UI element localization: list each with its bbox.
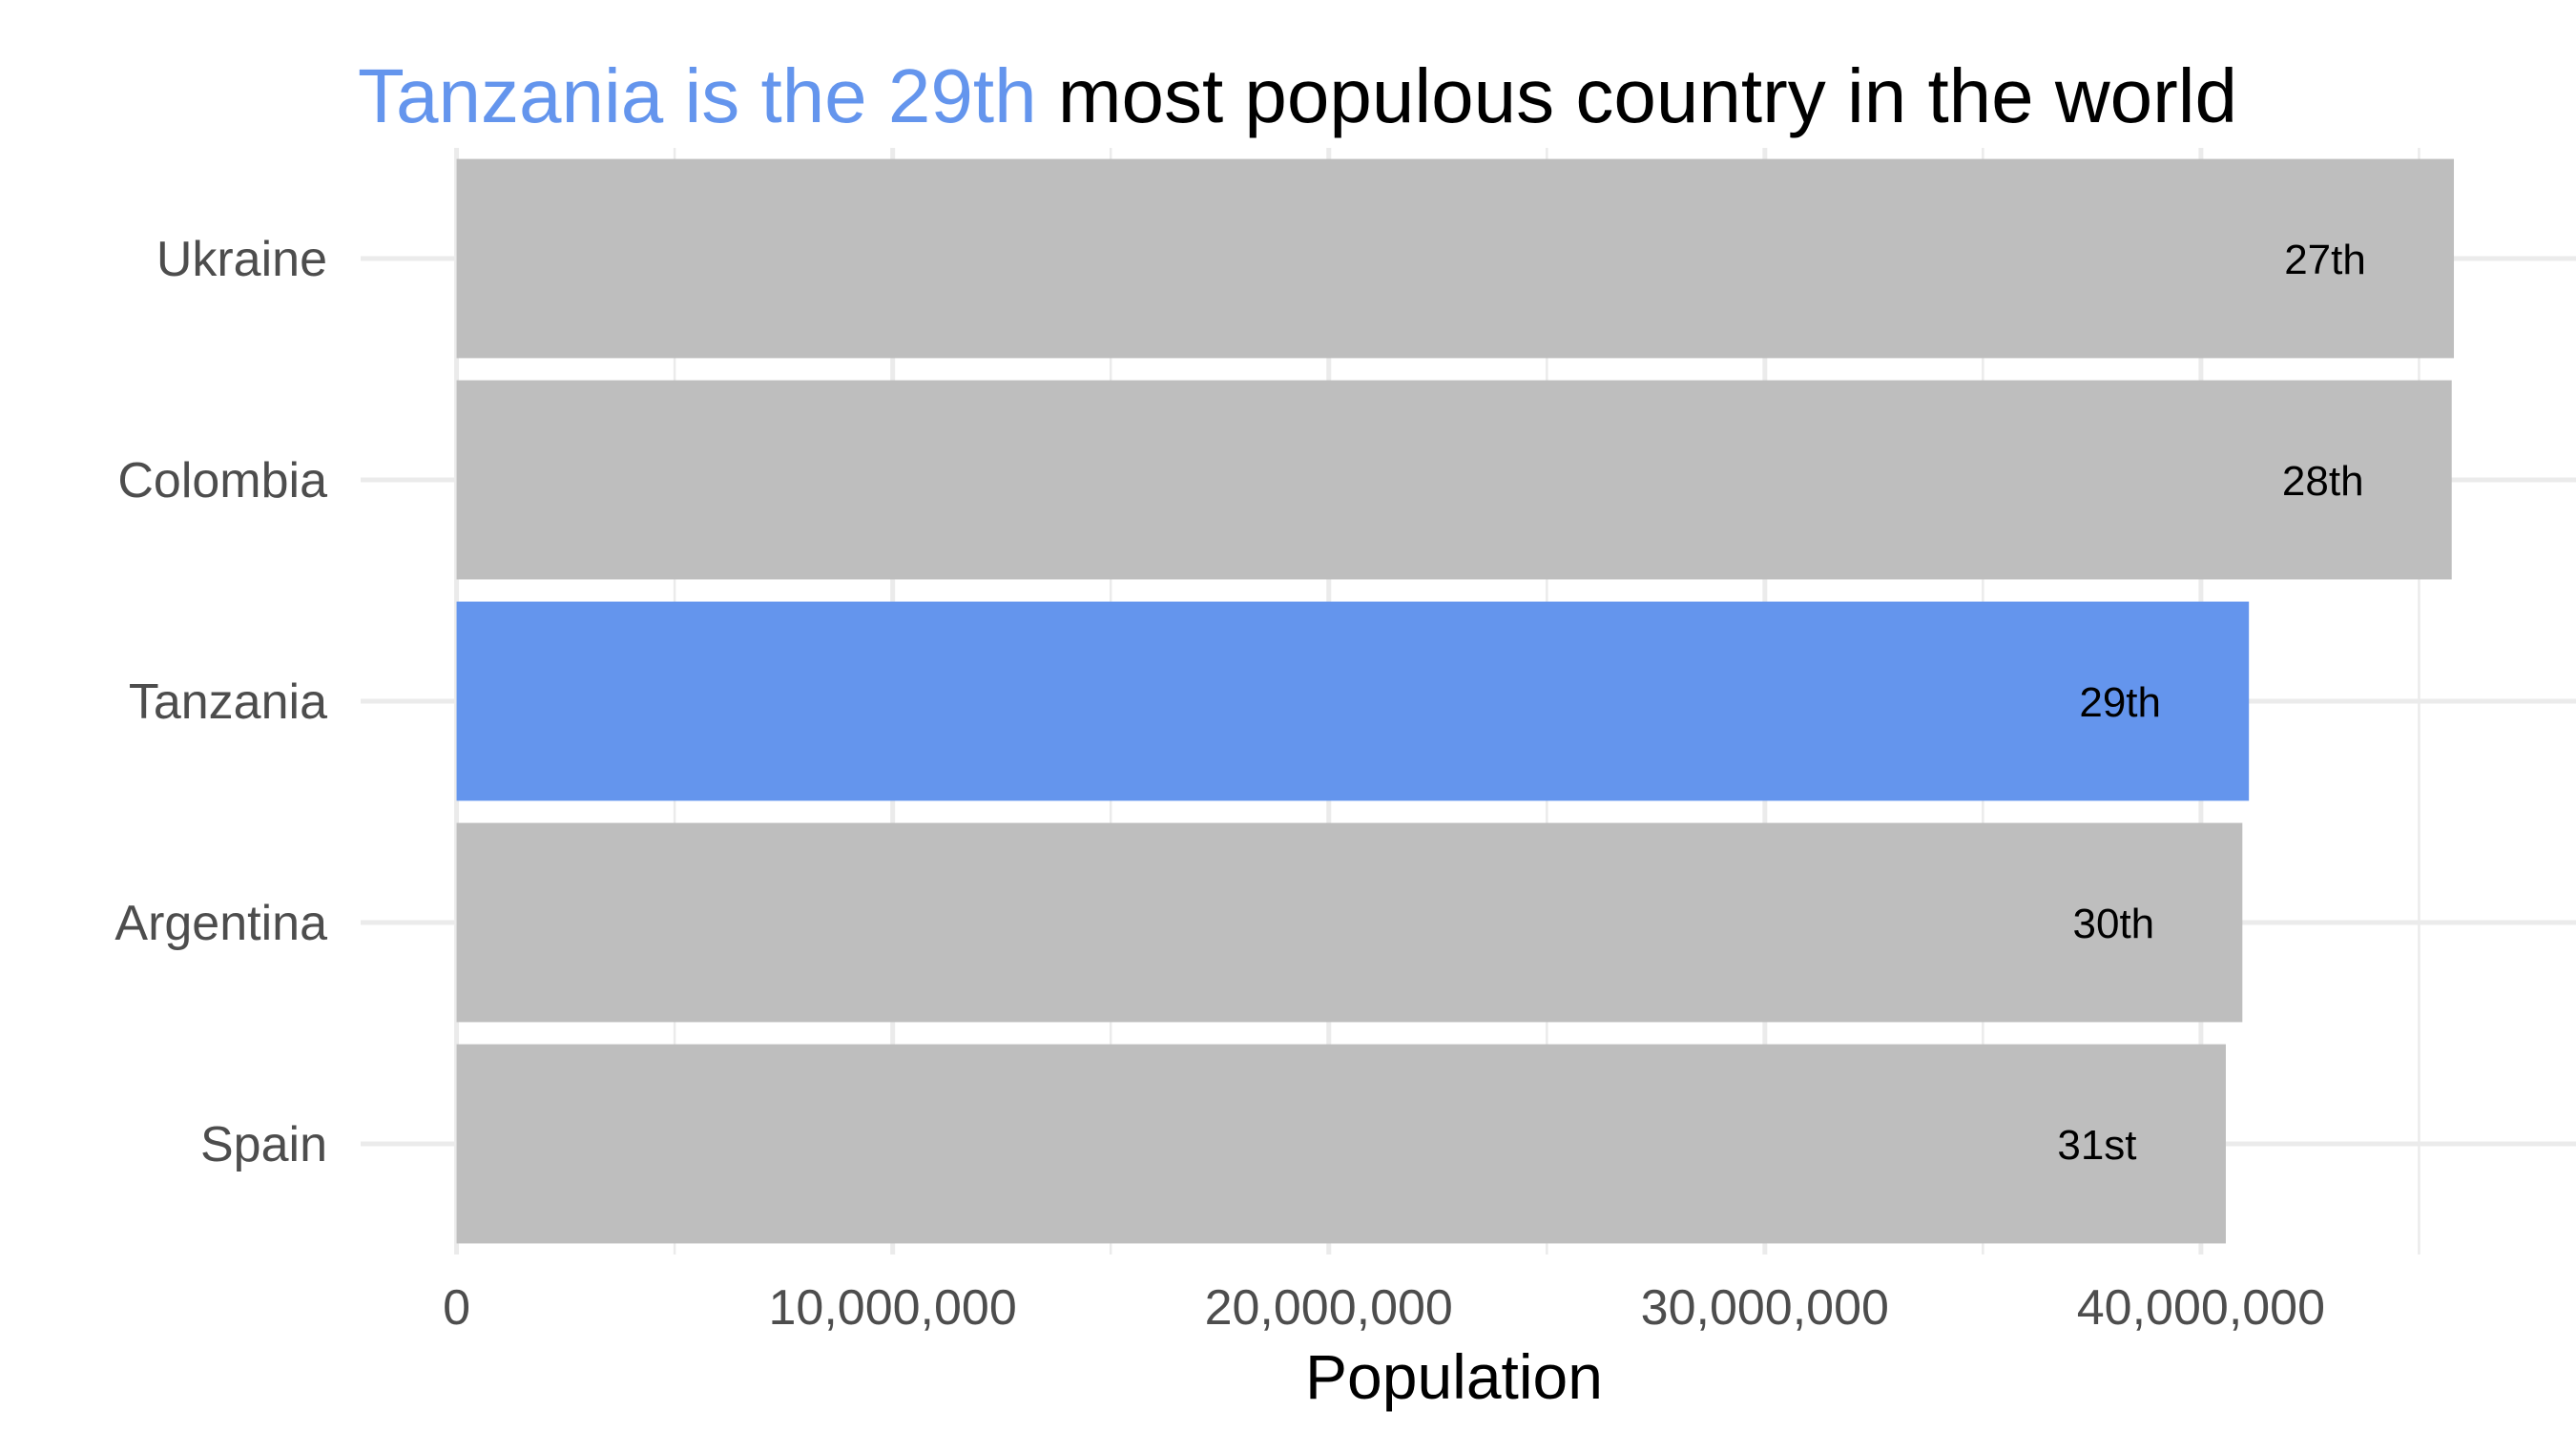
bar-colombia: [456, 380, 2452, 580]
x-tick-label: 0: [443, 1280, 470, 1336]
chart-title-rest: most populous country in the world: [1037, 53, 2237, 138]
bar-ukraine: [456, 158, 2455, 359]
bar-labels: 27th 28th 29th 30th 31st: [2057, 237, 2365, 1169]
category-label-tanzania: Tanzania: [129, 674, 327, 730]
x-tick-label: 40,000,000: [2077, 1280, 2325, 1336]
x-tick-label: 20,000,000: [1205, 1280, 1453, 1336]
x-axis-title: Population: [1305, 1341, 1603, 1412]
category-label-colombia: Colombia: [117, 453, 327, 508]
bar-label-tanzania: 29th: [2079, 679, 2161, 726]
chart-title: Tanzania is the 29th most populous count…: [358, 53, 2237, 138]
bar-tanzania: [456, 601, 2250, 801]
bar-label-colombia: 28th: [2282, 458, 2364, 505]
x-axis-tick-labels: 0 10,000,000 20,000,000 30,000,000 40,000,00…: [443, 1280, 2325, 1336]
category-label-ukraine: Ukraine: [156, 232, 327, 287]
category-label-argentina: Argentina: [114, 896, 327, 951]
bar-argentina: [456, 822, 2243, 1023]
bar-spain: [456, 1044, 2226, 1244]
chart-title-highlight: Tanzania is the 29th: [358, 53, 1037, 138]
bar-label-argentina: 30th: [2073, 901, 2155, 947]
bar-label-ukraine: 27th: [2284, 237, 2366, 283]
category-label-spain: Spain: [200, 1117, 327, 1172]
x-tick-label: 10,000,000: [769, 1280, 1017, 1336]
bars: [456, 158, 2455, 1244]
bar-label-spain: 31st: [2057, 1122, 2136, 1169]
x-tick-label: 30,000,000: [1641, 1280, 1889, 1336]
category-labels: Ukraine Colombia Tanzania Argentina Spain: [114, 232, 327, 1172]
